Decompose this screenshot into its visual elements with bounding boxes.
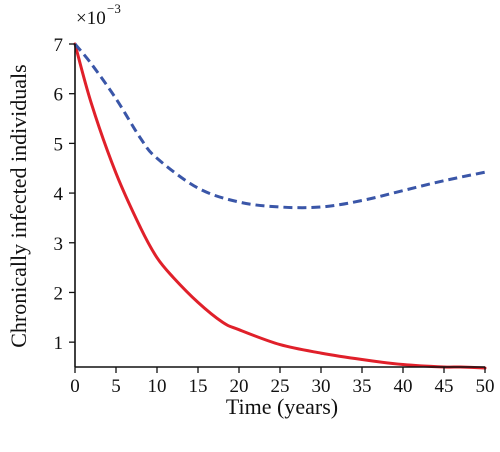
x-tick-label: 10 bbox=[148, 376, 167, 397]
y-tick-label: 3 bbox=[54, 234, 64, 255]
x-tick-label: 20 bbox=[230, 376, 249, 397]
y-multiplier-base: ×10 bbox=[76, 8, 106, 29]
x-tick-label: 40 bbox=[394, 376, 413, 397]
x-tick-label: 0 bbox=[70, 376, 80, 397]
x-tick-label: 15 bbox=[189, 376, 208, 397]
y-tick-label: 1 bbox=[54, 333, 64, 354]
x-tick-label: 25 bbox=[271, 376, 290, 397]
y-tick-label: 7 bbox=[54, 35, 64, 56]
x-axis-title: Time (years) bbox=[226, 394, 338, 419]
y-tick-label: 4 bbox=[54, 184, 64, 205]
y-tick-label: 6 bbox=[54, 85, 64, 106]
x-tick-label: 50 bbox=[476, 376, 495, 397]
y-multiplier-exponent: −3 bbox=[107, 1, 121, 16]
x-tick-label: 30 bbox=[312, 376, 331, 397]
x-tick-label: 5 bbox=[111, 376, 121, 397]
y-axis-title: Chronically infected individuals bbox=[6, 64, 31, 348]
y-tick-label: 5 bbox=[54, 134, 64, 155]
axes-layer bbox=[74, 44, 485, 368]
x-tick-label: 45 bbox=[435, 376, 454, 397]
series-line-1 bbox=[73, 42, 487, 370]
series-line-2 bbox=[73, 43, 486, 210]
y-multiplier: ×10 −3 bbox=[76, 1, 121, 29]
series-layer bbox=[73, 42, 487, 370]
y-tick-label: 2 bbox=[54, 283, 64, 304]
x-tick-label: 35 bbox=[353, 376, 372, 397]
